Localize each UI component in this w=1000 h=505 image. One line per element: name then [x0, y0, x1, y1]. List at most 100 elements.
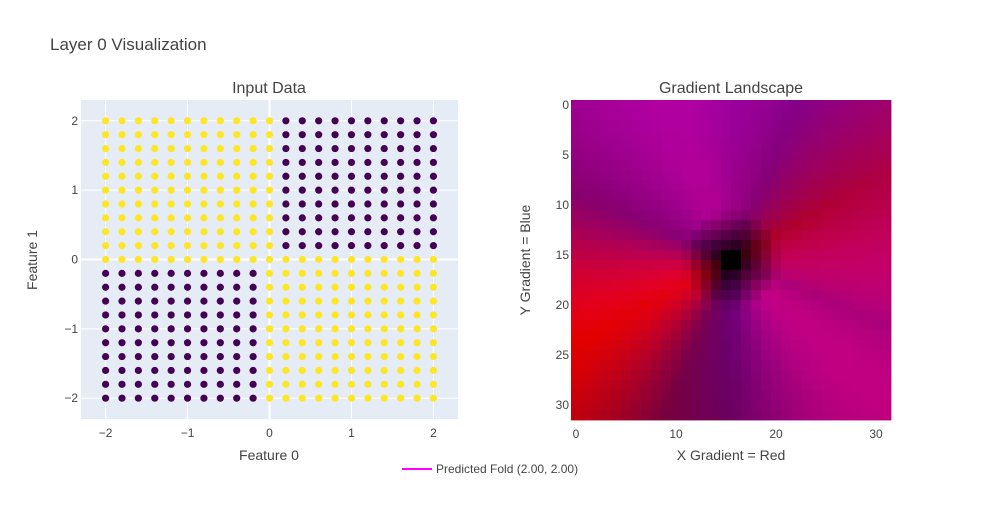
heatmap-cell[interactable]	[701, 200, 712, 211]
heatmap-cell[interactable]	[621, 140, 632, 151]
heatmap-cell[interactable]	[791, 370, 802, 381]
heatmap-cell[interactable]	[781, 310, 792, 321]
scatter-point[interactable]	[380, 325, 388, 333]
heatmap-cell[interactable]	[701, 310, 712, 321]
heatmap-cell[interactable]	[781, 140, 792, 151]
scatter-point[interactable]	[265, 297, 274, 305]
scatter-point[interactable]	[216, 339, 224, 347]
scatter-point[interactable]	[364, 366, 372, 375]
heatmap-cell[interactable]	[731, 250, 742, 261]
heatmap-cell[interactable]	[731, 310, 742, 321]
heatmap-cell[interactable]	[711, 310, 722, 321]
scatter-point[interactable]	[167, 255, 175, 264]
heatmap-cell[interactable]	[831, 140, 842, 151]
scatter-point[interactable]	[151, 339, 159, 347]
heatmap-cell[interactable]	[771, 370, 782, 381]
heatmap-cell[interactable]	[751, 290, 762, 301]
heatmap-cell[interactable]	[601, 270, 612, 281]
scatter-point[interactable]	[134, 131, 142, 139]
heatmap-cell[interactable]	[731, 140, 742, 151]
heatmap-cell[interactable]	[701, 360, 712, 371]
heatmap-cell[interactable]	[721, 360, 732, 371]
heatmap-cell[interactable]	[571, 140, 582, 151]
heatmap-cell[interactable]	[651, 110, 662, 121]
heatmap-cell[interactable]	[841, 220, 852, 231]
scatter-point[interactable]	[200, 297, 208, 305]
heatmap-cell[interactable]	[731, 350, 742, 361]
heatmap-cell[interactable]	[581, 360, 592, 371]
scatter-point[interactable]	[249, 283, 257, 291]
scatter-point[interactable]	[101, 200, 110, 208]
scatter-point[interactable]	[282, 352, 290, 361]
scatter-point[interactable]	[397, 366, 405, 375]
heatmap-cell[interactable]	[781, 300, 792, 311]
scatter-point[interactable]	[101, 186, 110, 194]
heatmap-cell[interactable]	[611, 280, 622, 291]
heatmap-cell[interactable]	[761, 150, 772, 161]
heatmap-cell[interactable]	[781, 390, 792, 401]
scatter-point[interactable]	[167, 242, 175, 250]
heatmap-cell[interactable]	[571, 220, 582, 231]
heatmap-cell[interactable]	[841, 270, 852, 281]
scatter-point[interactable]	[200, 200, 208, 208]
heatmap-cell[interactable]	[771, 200, 782, 211]
scatter-point[interactable]	[233, 158, 241, 167]
scatter-point[interactable]	[331, 131, 339, 139]
scatter-point[interactable]	[151, 297, 159, 305]
heatmap-cell[interactable]	[651, 130, 662, 141]
scatter-point[interactable]	[380, 352, 388, 361]
scatter-point[interactable]	[380, 117, 388, 125]
heatmap-cell[interactable]	[781, 150, 792, 161]
scatter-point[interactable]	[298, 269, 306, 277]
heatmap-cell[interactable]	[701, 400, 712, 411]
scatter-point[interactable]	[331, 311, 339, 319]
scatter-point[interactable]	[134, 366, 142, 375]
heatmap-cell[interactable]	[701, 110, 712, 121]
scatter-point[interactable]	[151, 214, 159, 222]
scatter-point[interactable]	[315, 297, 323, 305]
heatmap-cell[interactable]	[751, 140, 762, 151]
heatmap-cell[interactable]	[831, 270, 842, 281]
heatmap-cell[interactable]	[601, 120, 612, 131]
heatmap-cell[interactable]	[751, 390, 762, 401]
scatter-point[interactable]	[216, 158, 224, 167]
scatter-point[interactable]	[200, 158, 208, 167]
heatmap-cell[interactable]	[841, 100, 852, 111]
heatmap-cell[interactable]	[651, 200, 662, 211]
heatmap-cell[interactable]	[821, 410, 832, 421]
heatmap-cell[interactable]	[651, 330, 662, 341]
heatmap-cell[interactable]	[641, 300, 652, 311]
scatter-point[interactable]	[429, 366, 438, 375]
heatmap-cell[interactable]	[671, 280, 682, 291]
heatmap-cell[interactable]	[871, 290, 882, 301]
heatmap-cell[interactable]	[731, 240, 742, 251]
heatmap-cell[interactable]	[581, 340, 592, 351]
heatmap-cell[interactable]	[741, 220, 752, 231]
scatter-point[interactable]	[134, 144, 142, 153]
heatmap-cell[interactable]	[691, 150, 702, 161]
scatter-point[interactable]	[364, 242, 372, 250]
heatmap-cell[interactable]	[681, 290, 692, 301]
scatter-point[interactable]	[364, 186, 372, 194]
heatmap-cell[interactable]	[691, 130, 702, 141]
heatmap-cell[interactable]	[591, 350, 602, 361]
heatmap-cell[interactable]	[761, 300, 772, 311]
heatmap-cell[interactable]	[591, 300, 602, 311]
heatmap-cell[interactable]	[731, 260, 742, 271]
heatmap-cell[interactable]	[611, 270, 622, 281]
scatter-point[interactable]	[413, 269, 421, 277]
scatter-point[interactable]	[118, 158, 126, 167]
heatmap-cell[interactable]	[761, 340, 772, 351]
heatmap-cell[interactable]	[881, 270, 892, 281]
scatter-point[interactable]	[282, 158, 290, 167]
heatmap-cell[interactable]	[791, 130, 802, 141]
heatmap-cell[interactable]	[621, 150, 632, 161]
heatmap-cell[interactable]	[721, 290, 732, 301]
heatmap-cell[interactable]	[701, 190, 712, 201]
scatter-point[interactable]	[183, 366, 192, 375]
heatmap-cell[interactable]	[831, 180, 842, 191]
scatter-point[interactable]	[282, 214, 290, 222]
heatmap-cell[interactable]	[791, 210, 802, 221]
heatmap-cell[interactable]	[771, 340, 782, 351]
heatmap-cell[interactable]	[601, 410, 612, 421]
